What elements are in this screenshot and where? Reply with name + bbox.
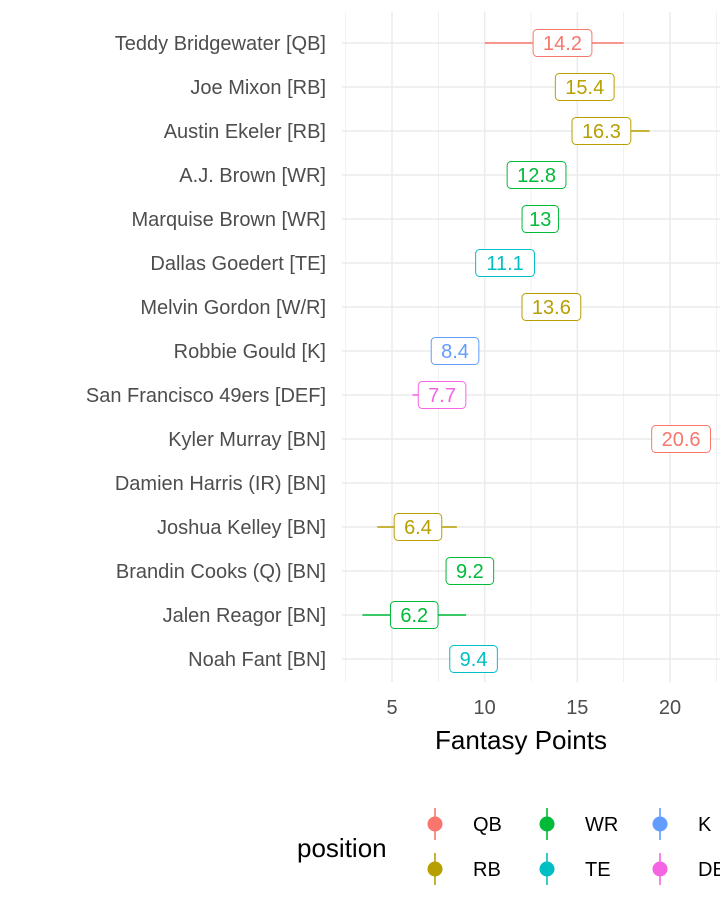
x-tick-label: 10 bbox=[474, 697, 496, 719]
label-box bbox=[417, 381, 467, 409]
data-point: 15.4 bbox=[554, 73, 615, 101]
data-point: 11.1 bbox=[475, 249, 535, 277]
legend-label: TE bbox=[585, 859, 611, 881]
label-box bbox=[430, 337, 480, 365]
label-box bbox=[449, 645, 498, 673]
data-point: 16.3 bbox=[571, 117, 632, 145]
x-tick-label: 15 bbox=[566, 697, 588, 719]
y-tick-label: Damien Harris (IR) [BN] bbox=[115, 473, 326, 495]
legend-item-wr: WR bbox=[539, 808, 618, 840]
data-label: 13 bbox=[529, 209, 551, 231]
y-axis-tick-labels: Teddy Bridgewater [QB] Joe Mixon [RB] Aust… bbox=[86, 33, 326, 671]
y-tick-label: Austin Ekeler [RB] bbox=[164, 121, 326, 143]
data-label: 9.2 bbox=[456, 561, 484, 583]
y-tick-label: A.J. Brown [WR] bbox=[179, 165, 326, 187]
data-label: 15.4 bbox=[565, 77, 604, 99]
label-box bbox=[532, 29, 593, 57]
data-point: 14.2 bbox=[532, 29, 593, 57]
y-tick-label: Joe Mixon [RB] bbox=[190, 77, 326, 99]
legend-item-te: TE bbox=[539, 853, 611, 885]
legend-key-dot bbox=[427, 861, 443, 877]
label-box bbox=[651, 425, 711, 453]
y-tick-label: Teddy Bridgewater [QB] bbox=[115, 33, 326, 55]
data-point: 13.6 bbox=[521, 293, 582, 321]
legend-title: position bbox=[297, 833, 387, 863]
data-point: 9.2 bbox=[445, 557, 495, 585]
data-point: 9.4 bbox=[449, 645, 498, 673]
data-point: 7.7 bbox=[417, 381, 467, 409]
data-point: 6.4 bbox=[393, 513, 443, 541]
legend-label: WR bbox=[585, 814, 618, 836]
data-label: 7.7 bbox=[428, 385, 456, 407]
y-tick-label: Dallas Goedert [TE] bbox=[150, 253, 326, 275]
data-label: 6.2 bbox=[400, 605, 428, 627]
data-point: 12.8 bbox=[506, 161, 567, 189]
label-box bbox=[445, 557, 495, 585]
data-label: 9.4 bbox=[460, 649, 488, 671]
legend-label: K bbox=[698, 814, 712, 836]
legend-key-dot bbox=[652, 816, 668, 832]
grid bbox=[342, 12, 720, 682]
x-axis-title: Fantasy Points bbox=[435, 725, 607, 755]
x-axis-tick-labels: 5 10 15 20 bbox=[386, 697, 681, 719]
legend-key-dot bbox=[427, 816, 443, 832]
legend-key-dot bbox=[539, 861, 555, 877]
legend: position QB RB WR TE K DEF bbox=[297, 808, 720, 885]
data-label: 8.4 bbox=[441, 341, 469, 363]
data-label: 14.2 bbox=[543, 33, 582, 55]
data-label: 11.1 bbox=[486, 253, 523, 275]
label-box bbox=[554, 73, 615, 101]
y-tick-label: Joshua Kelley [BN] bbox=[157, 517, 326, 539]
data-label: 13.6 bbox=[532, 297, 571, 319]
legend-key-dot bbox=[539, 816, 555, 832]
legend-label: RB bbox=[473, 859, 501, 881]
x-tick-label: 20 bbox=[659, 697, 681, 719]
legend-item-def: DEF bbox=[652, 853, 720, 885]
legend-key-dot bbox=[652, 861, 668, 877]
legend-item-qb: QB bbox=[427, 808, 502, 840]
data-point: 20.6 bbox=[651, 425, 711, 453]
data-label: 12.8 bbox=[517, 165, 556, 187]
x-tick-label: 5 bbox=[386, 697, 397, 719]
label-box bbox=[571, 117, 632, 145]
label-box bbox=[475, 249, 535, 277]
data-marks: 14.2 15.4 16.3 12.8 13 11.1 13.6 8.4 7.7 20.6 6.4 9… bbox=[362, 29, 711, 673]
y-tick-label: San Francisco 49ers [DEF] bbox=[86, 385, 326, 407]
data-label: 6.4 bbox=[404, 517, 432, 539]
data-point: 13 bbox=[521, 205, 559, 233]
label-box bbox=[389, 601, 439, 629]
legend-item-rb: RB bbox=[427, 853, 501, 885]
label-box bbox=[506, 161, 567, 189]
data-label: 16.3 bbox=[582, 121, 621, 143]
y-tick-label: Melvin Gordon [W/R] bbox=[140, 297, 326, 319]
y-tick-label: Robbie Gould [K] bbox=[174, 341, 326, 363]
data-point: 8.4 bbox=[430, 337, 480, 365]
y-tick-label: Kyler Murray [BN] bbox=[168, 429, 326, 451]
legend-label: DEF bbox=[698, 859, 720, 881]
label-box bbox=[521, 293, 582, 321]
data-point: 6.2 bbox=[389, 601, 439, 629]
legend-item-k: K bbox=[652, 808, 712, 840]
y-tick-label: Marquise Brown [WR] bbox=[132, 209, 327, 231]
data-label: 20.6 bbox=[662, 429, 701, 451]
y-tick-label: Brandin Cooks (Q) [BN] bbox=[116, 561, 326, 583]
y-tick-label: Jalen Reagor [BN] bbox=[163, 605, 326, 627]
label-box bbox=[393, 513, 443, 541]
y-tick-label: Noah Fant [BN] bbox=[188, 649, 326, 671]
label-box bbox=[521, 205, 559, 233]
legend-label: QB bbox=[473, 814, 502, 836]
